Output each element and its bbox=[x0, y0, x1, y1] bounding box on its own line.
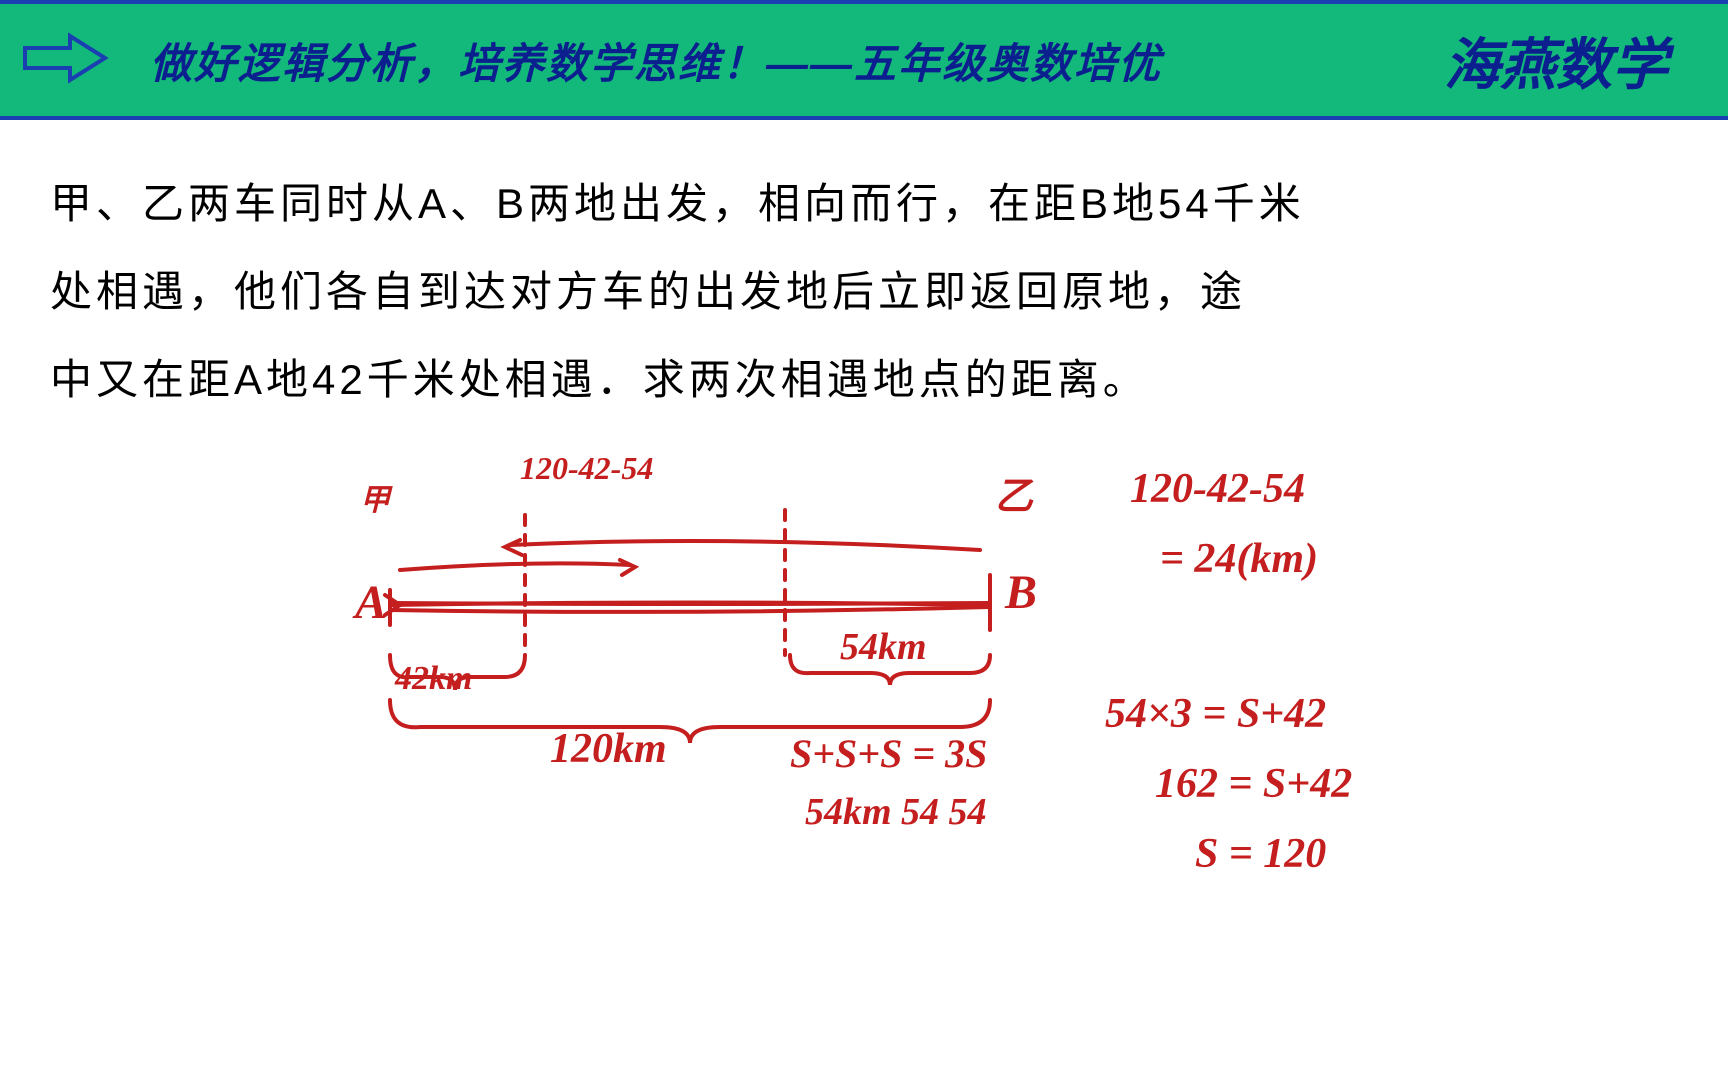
diagram-top-expr: 120-42-54 bbox=[520, 450, 653, 487]
problem-line-3: 中又在距A地42千米处相遇．求两次相遇地点的距离。 bbox=[50, 336, 1678, 424]
arrow-right-icon bbox=[20, 28, 110, 93]
header-brand: 海燕数学 bbox=[1444, 20, 1668, 101]
problem-line-2: 处相遇，他们各自到达对方车的出发地后立即返回原地，途 bbox=[50, 248, 1678, 336]
calc-bot-line2: 162 = S+42 bbox=[1155, 760, 1352, 808]
handwriting-area: 甲 乙 A B 120-42-54 54km 42km 120km 120-42… bbox=[50, 435, 1678, 995]
header-banner: 做好逻辑分析，培养数学思维！——五年级奥数培优 海燕数学 bbox=[0, 0, 1728, 120]
calc-mid-line1: S+S+S = 3S bbox=[790, 730, 987, 777]
calc-top-line1: 120-42-54 bbox=[1130, 465, 1305, 513]
content-area: 甲、乙两车同时从A、B两地出发，相向而行，在距B地54千米 处相遇，他们各自到达… bbox=[0, 120, 1728, 1035]
diagram-label-jia: 甲 bbox=[360, 475, 390, 519]
diagram-label-A: A bbox=[355, 575, 387, 630]
diagram-label-yi: 乙 bbox=[995, 465, 1033, 520]
diagram-120km: 120km bbox=[550, 725, 667, 773]
diagram-54km: 54km bbox=[840, 625, 927, 669]
calc-bot-line1: 54×3 = S+42 bbox=[1105, 690, 1326, 738]
diagram-42km: 42km bbox=[395, 660, 472, 698]
problem-line-1: 甲、乙两车同时从A、B两地出发，相向而行，在距B地54千米 bbox=[50, 160, 1678, 248]
header-title: 做好逻辑分析，培养数学思维！——五年级奥数培优 bbox=[150, 30, 1162, 91]
calc-top-line2: = 24(km) bbox=[1160, 535, 1318, 583]
diagram-label-B: B bbox=[1005, 565, 1037, 620]
problem-text: 甲、乙两车同时从A、B两地出发，相向而行，在距B地54千米 处相遇，他们各自到达… bbox=[50, 160, 1678, 425]
calc-bot-line3: S = 120 bbox=[1195, 830, 1326, 878]
calc-mid-line2: 54km 54 54 bbox=[805, 790, 987, 834]
diagram-svg bbox=[330, 455, 1050, 755]
